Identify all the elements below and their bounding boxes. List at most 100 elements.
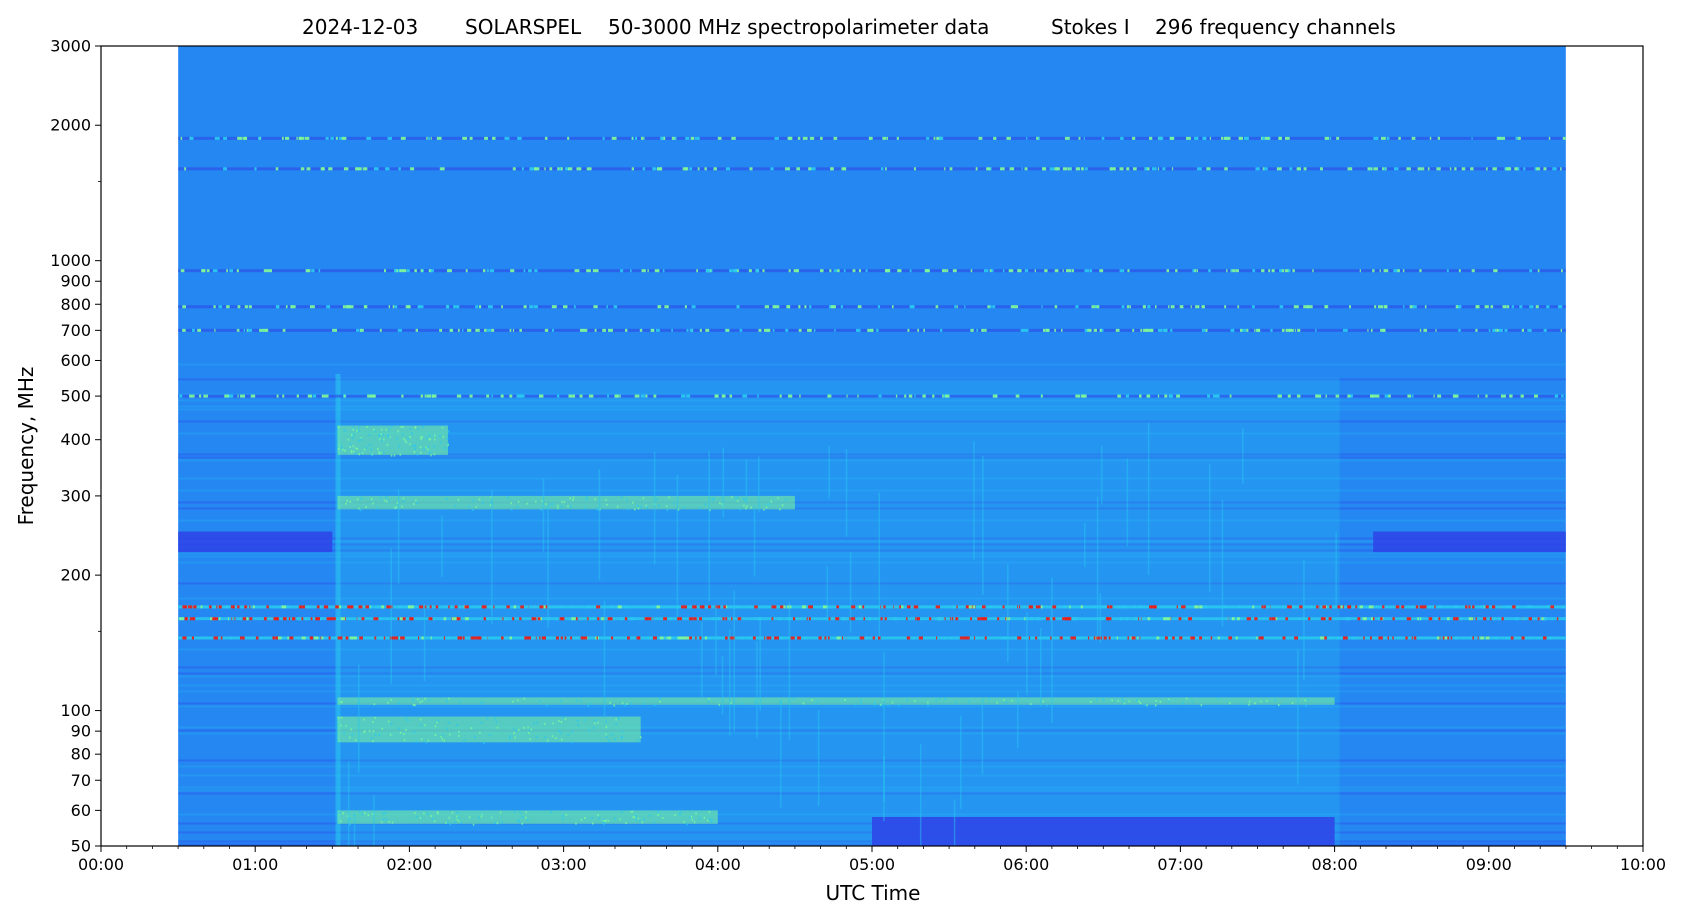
rfi-dot <box>852 269 856 273</box>
emission-speckle <box>709 509 711 512</box>
rfi-dot <box>819 269 824 273</box>
emission-speckle <box>448 816 451 819</box>
rfi-peak-dot <box>432 617 435 621</box>
rfi-peak-dot <box>1235 636 1238 640</box>
emission-speckle <box>382 818 384 821</box>
rfi-dot <box>454 305 460 309</box>
emission-speckle <box>385 495 388 498</box>
rfi-dot <box>1336 136 1340 140</box>
rfi-dot <box>1458 328 1461 332</box>
rfi-dot <box>640 136 644 140</box>
rfi-peak-dot <box>1231 617 1235 621</box>
emission-speckle <box>1241 702 1244 705</box>
rfi-peak-dot <box>1337 605 1341 609</box>
rfi-peak-dot <box>292 617 296 621</box>
rfi-dot <box>1271 269 1275 273</box>
rfi-dot <box>305 269 311 273</box>
rfi-dot <box>259 328 264 332</box>
rfi-peak-dot <box>780 605 786 609</box>
rfi-dot <box>1543 328 1547 332</box>
emission-speckle <box>648 814 651 817</box>
rfi-peak-dot <box>1328 636 1331 640</box>
rfi-dot <box>1537 269 1540 273</box>
channel-texture <box>178 405 1566 408</box>
rfi-dot <box>1196 269 1198 273</box>
rfi-dot <box>229 269 234 273</box>
title-description: 50-3000 MHz spectropolarimeter data <box>608 15 989 39</box>
rfi-peak-dot <box>509 636 513 640</box>
channel-texture <box>178 477 1566 480</box>
rfi-dot <box>551 305 557 309</box>
rfi-dot <box>1081 167 1084 171</box>
rfi-peak-dot <box>801 605 807 609</box>
emission-speckle <box>763 508 765 511</box>
emission-speckle <box>391 425 393 428</box>
rfi-dot <box>509 394 513 398</box>
rfi-peak-dot <box>1481 636 1483 640</box>
rfi-dot <box>1529 269 1533 273</box>
rfi-dot <box>1349 305 1351 309</box>
rfi-dot <box>1054 269 1059 273</box>
rfi-peak-dot <box>931 617 933 621</box>
rfi-peak-dot <box>749 605 751 609</box>
emission-speckle <box>605 733 607 736</box>
emission-speckle <box>380 433 382 436</box>
rfi-dot <box>484 136 488 140</box>
rfi-dot <box>1498 328 1503 332</box>
emission-speckle <box>340 716 343 719</box>
rfi-dot <box>763 328 769 332</box>
emission-speckle <box>383 451 385 454</box>
rfi-peak-dot <box>1019 636 1022 640</box>
rfi-dot <box>1021 167 1023 171</box>
rfi-dot <box>785 167 790 171</box>
burst-streak <box>1083 522 1086 568</box>
emission-speckle <box>447 444 449 447</box>
emission-speckle <box>412 699 414 702</box>
emission-speckle <box>583 816 586 819</box>
burst-streak <box>953 799 956 846</box>
emission-speckle <box>381 727 383 730</box>
rfi-dot <box>275 305 279 309</box>
rfi-dot <box>366 136 372 140</box>
emission-speckle <box>441 426 444 429</box>
emission-speckle <box>365 506 367 509</box>
channel-texture <box>178 507 1566 510</box>
rfi-dot <box>586 167 592 171</box>
emission-speckle <box>368 729 371 732</box>
emission-speckle <box>1005 701 1007 704</box>
rfi-peak-dot <box>754 605 758 609</box>
rfi-peak-dot <box>1387 636 1389 640</box>
rfi-dot <box>656 167 662 171</box>
rfi-dot <box>367 394 372 398</box>
rfi-peak-dot <box>1070 636 1074 640</box>
rfi-dot <box>491 394 493 398</box>
rfi-peak-dot <box>444 605 448 609</box>
emission-speckle <box>372 740 374 743</box>
rfi-peak-dot <box>1556 617 1559 621</box>
emission-speckle <box>423 812 425 815</box>
rfi-peak-dot <box>1026 605 1029 609</box>
rfi-dot <box>631 136 634 140</box>
rfi-peak-dot <box>1106 617 1112 621</box>
rfi-peak-dot <box>1098 636 1103 640</box>
rfi-dot <box>576 167 582 171</box>
rfi-dot <box>1359 269 1361 273</box>
rfi-peak-dot <box>729 636 731 640</box>
rfi-dot <box>990 269 994 273</box>
emission-speckle <box>643 703 645 706</box>
emission-speckle <box>1111 699 1113 702</box>
emission-speckle <box>528 729 531 732</box>
rfi-dot <box>487 328 491 332</box>
y-tick-label: 2000 <box>50 116 91 135</box>
rfi-peak-dot <box>1498 617 1501 621</box>
rfi-dot <box>383 269 387 273</box>
rfi-dot <box>1470 167 1474 171</box>
rfi-dot <box>1488 328 1491 332</box>
rfi-dot <box>614 394 616 398</box>
emission-speckle <box>615 718 617 721</box>
rfi-peak-dot <box>586 617 590 621</box>
rfi-peak-dot <box>587 605 592 609</box>
rfi-dot <box>579 394 583 398</box>
rfi-peak-dot <box>1382 605 1385 609</box>
emission-speckle <box>656 498 658 501</box>
